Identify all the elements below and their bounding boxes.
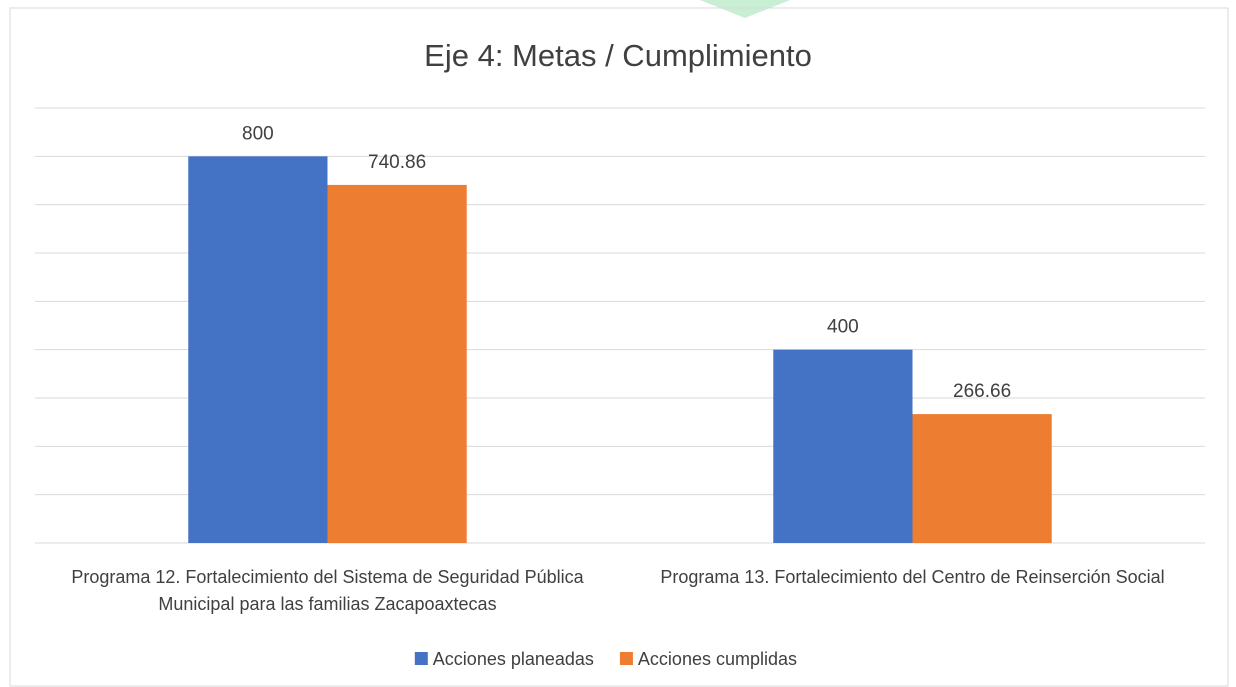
x-tick-label: Programa 13. Fortalecimiento del Centro …	[660, 567, 1164, 587]
value-label: 800	[242, 123, 274, 144]
x-tick-label: Programa 12. Fortalecimiento del Sistema…	[71, 567, 584, 614]
chart-frame	[9, 7, 1229, 687]
legend-swatch	[619, 652, 633, 665]
bar	[327, 184, 467, 543]
bar	[912, 414, 1052, 543]
value-label: 266.66	[953, 381, 1011, 402]
bar	[773, 349, 913, 543]
x-tick-label-line: Municipal para las familias Zacapoaxteca…	[158, 594, 496, 614]
legend-label: Acciones cumplidas	[638, 649, 797, 669]
x-tick-label-line: Programa 13. Fortalecimiento del Centro …	[660, 567, 1164, 587]
chart-title: Eje 4: Metas / Cumplimiento	[424, 38, 812, 73]
x-tick-label-line: Programa 12. Fortalecimiento del Sistema…	[71, 567, 584, 587]
value-label: 740.86	[368, 152, 426, 173]
value-label: 400	[827, 317, 859, 338]
legend-swatch	[414, 652, 428, 665]
legend-label: Acciones planeadas	[433, 649, 594, 669]
decoration	[700, 0, 790, 18]
bar	[188, 156, 328, 544]
